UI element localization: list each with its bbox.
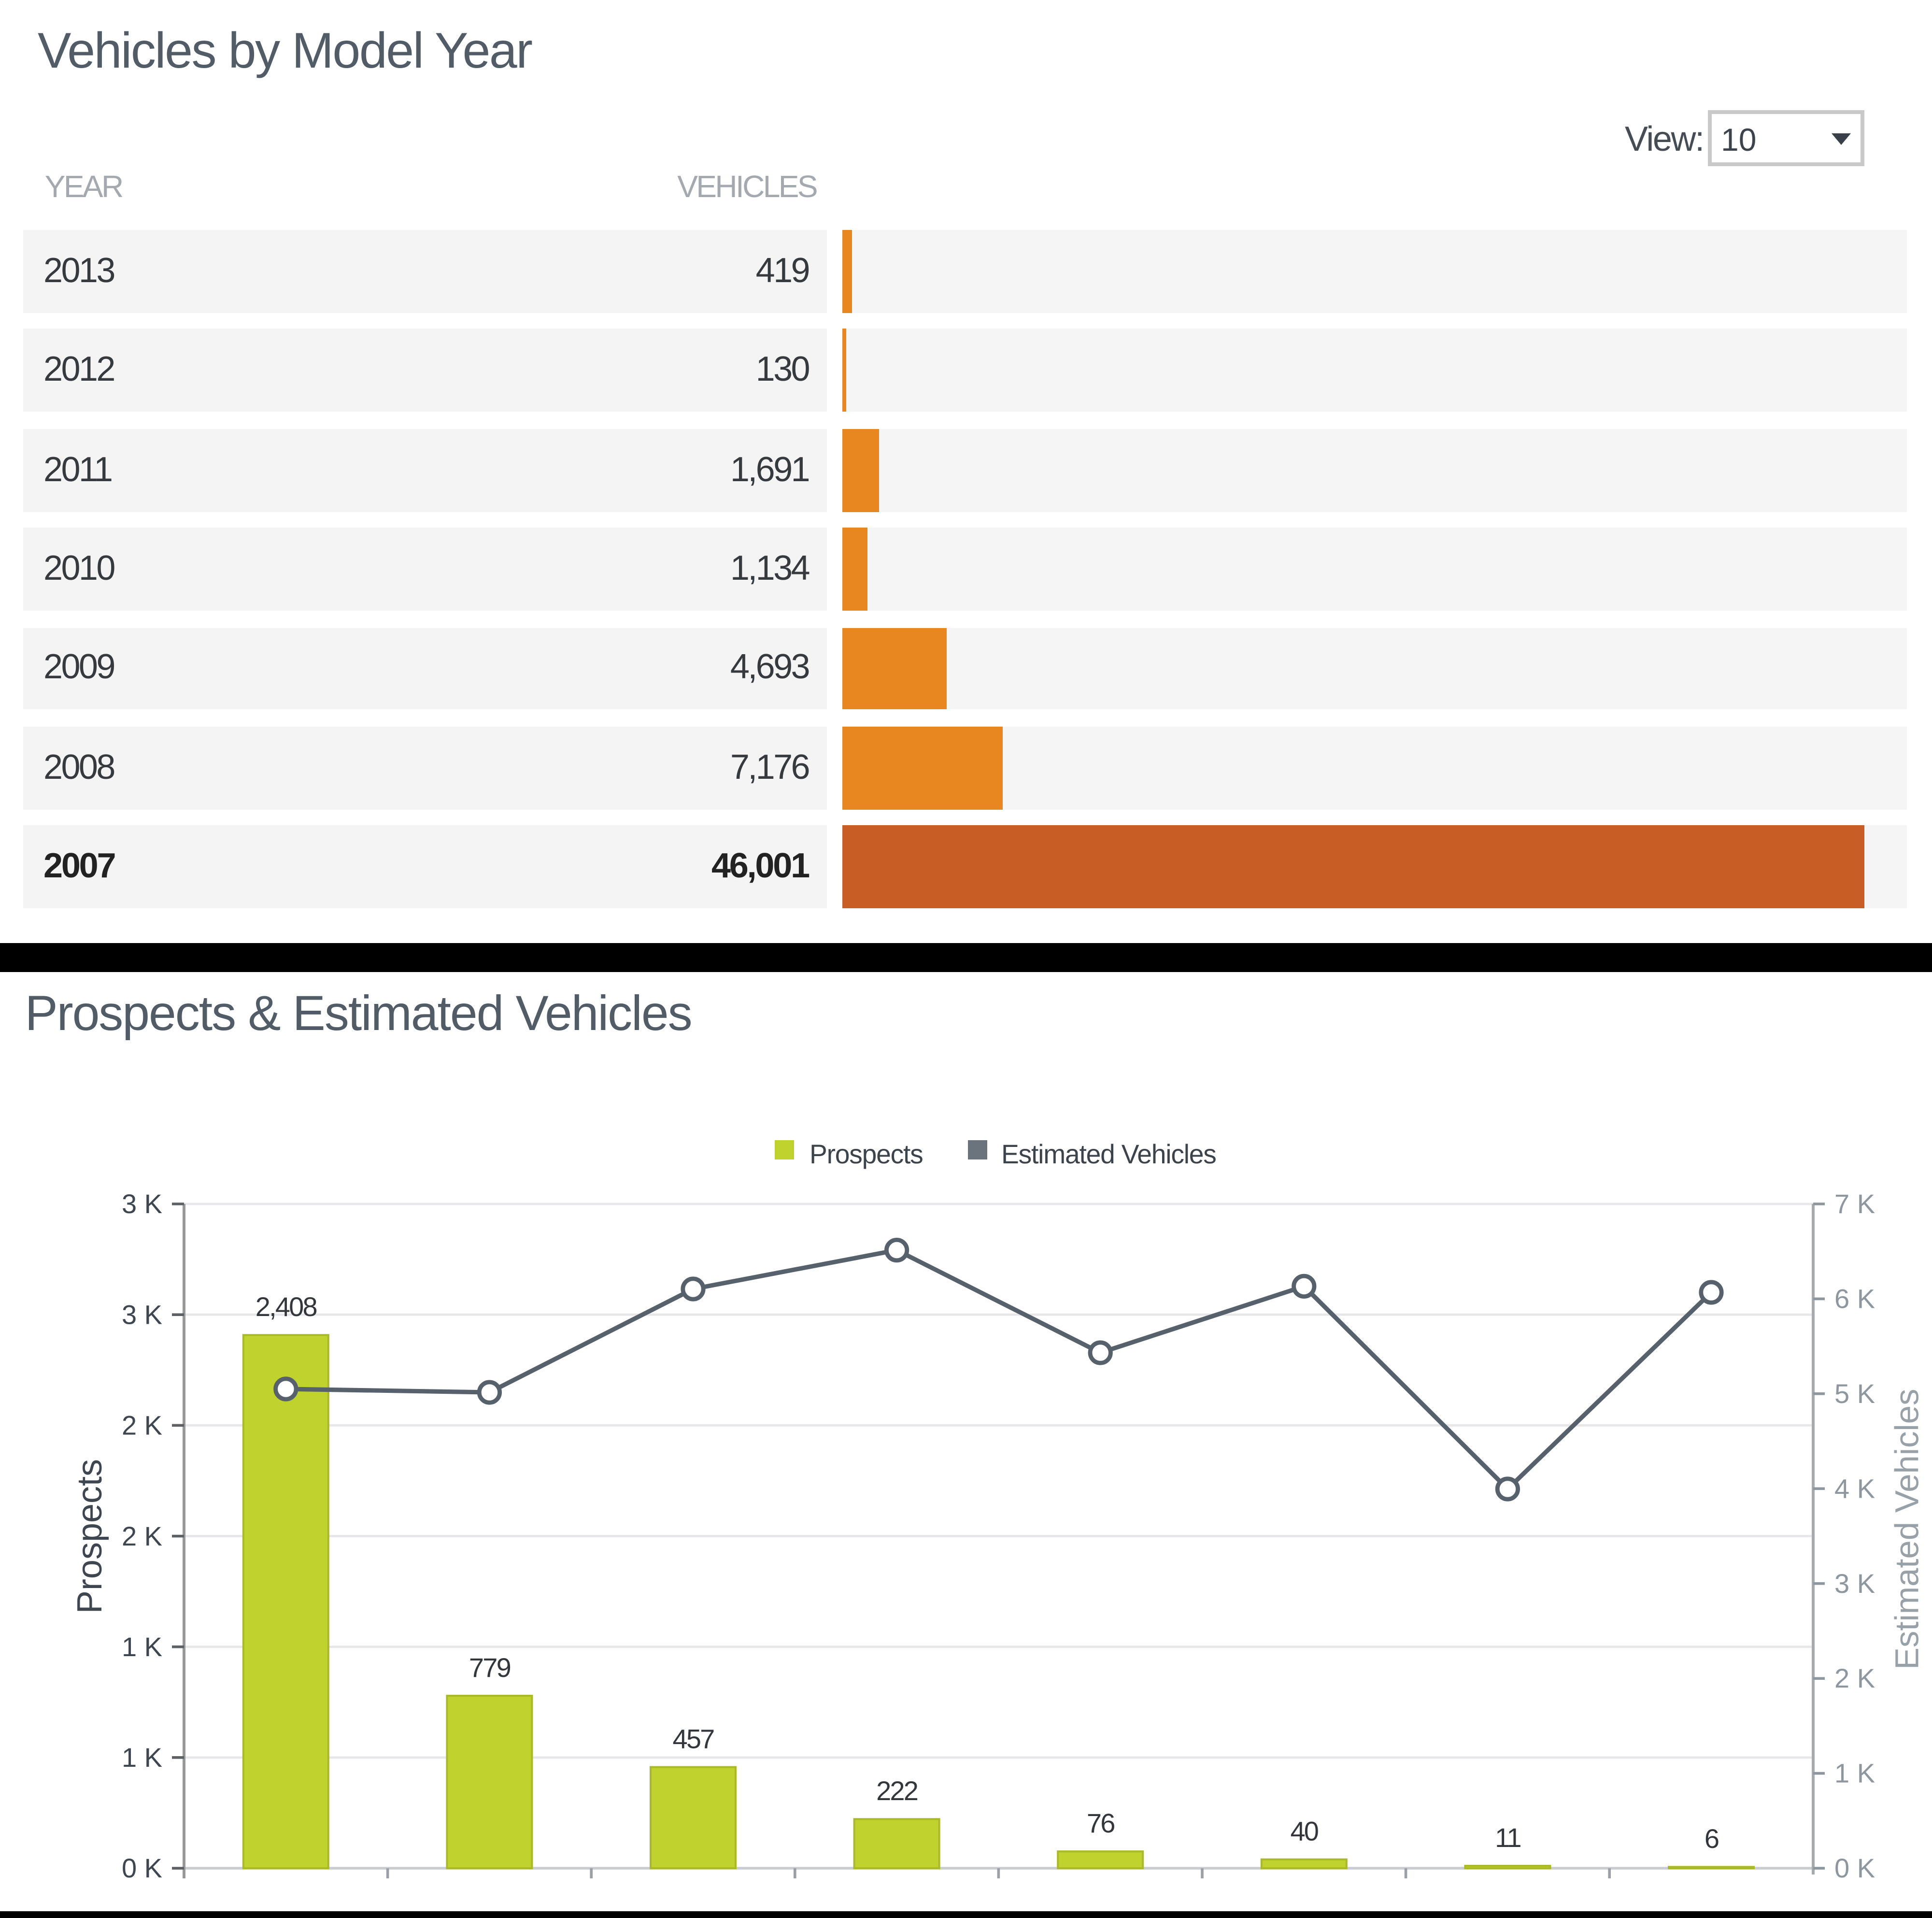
svg-text:11: 11 <box>1495 1822 1520 1853</box>
svg-text:6 K: 6 K <box>1834 1284 1875 1314</box>
svg-text:2 K: 2 K <box>1834 1663 1875 1693</box>
svg-text:7 K: 7 K <box>1834 1188 1875 1219</box>
svg-text:Estimated Vehicles: Estimated Vehicles <box>1889 1389 1926 1670</box>
svg-text:Prospects: Prospects <box>71 1459 109 1614</box>
svg-text:3 K: 3 K <box>122 1188 162 1219</box>
svg-text:2 K: 2 K <box>122 1521 162 1551</box>
svg-text:76: 76 <box>1087 1808 1114 1838</box>
svg-text:457: 457 <box>672 1723 714 1754</box>
svg-text:2,408: 2,408 <box>256 1291 317 1322</box>
svg-text:5 K: 5 K <box>1834 1378 1875 1409</box>
svg-text:2 K: 2 K <box>122 1410 162 1441</box>
svg-text:6: 6 <box>1705 1823 1719 1854</box>
svg-text:779: 779 <box>469 1652 511 1683</box>
svg-text:3 K: 3 K <box>1834 1568 1875 1599</box>
svg-text:1 K: 1 K <box>122 1632 162 1662</box>
svg-text:0 K: 0 K <box>122 1853 162 1883</box>
svg-text:3 K: 3 K <box>122 1299 162 1330</box>
svg-text:222: 222 <box>876 1775 918 1806</box>
svg-text:4 K: 4 K <box>1834 1473 1875 1503</box>
svg-text:40: 40 <box>1290 1816 1318 1846</box>
svg-text:1 K: 1 K <box>122 1742 162 1773</box>
svg-text:1 K: 1 K <box>1834 1758 1875 1789</box>
svg-text:0 K: 0 K <box>1834 1853 1875 1883</box>
